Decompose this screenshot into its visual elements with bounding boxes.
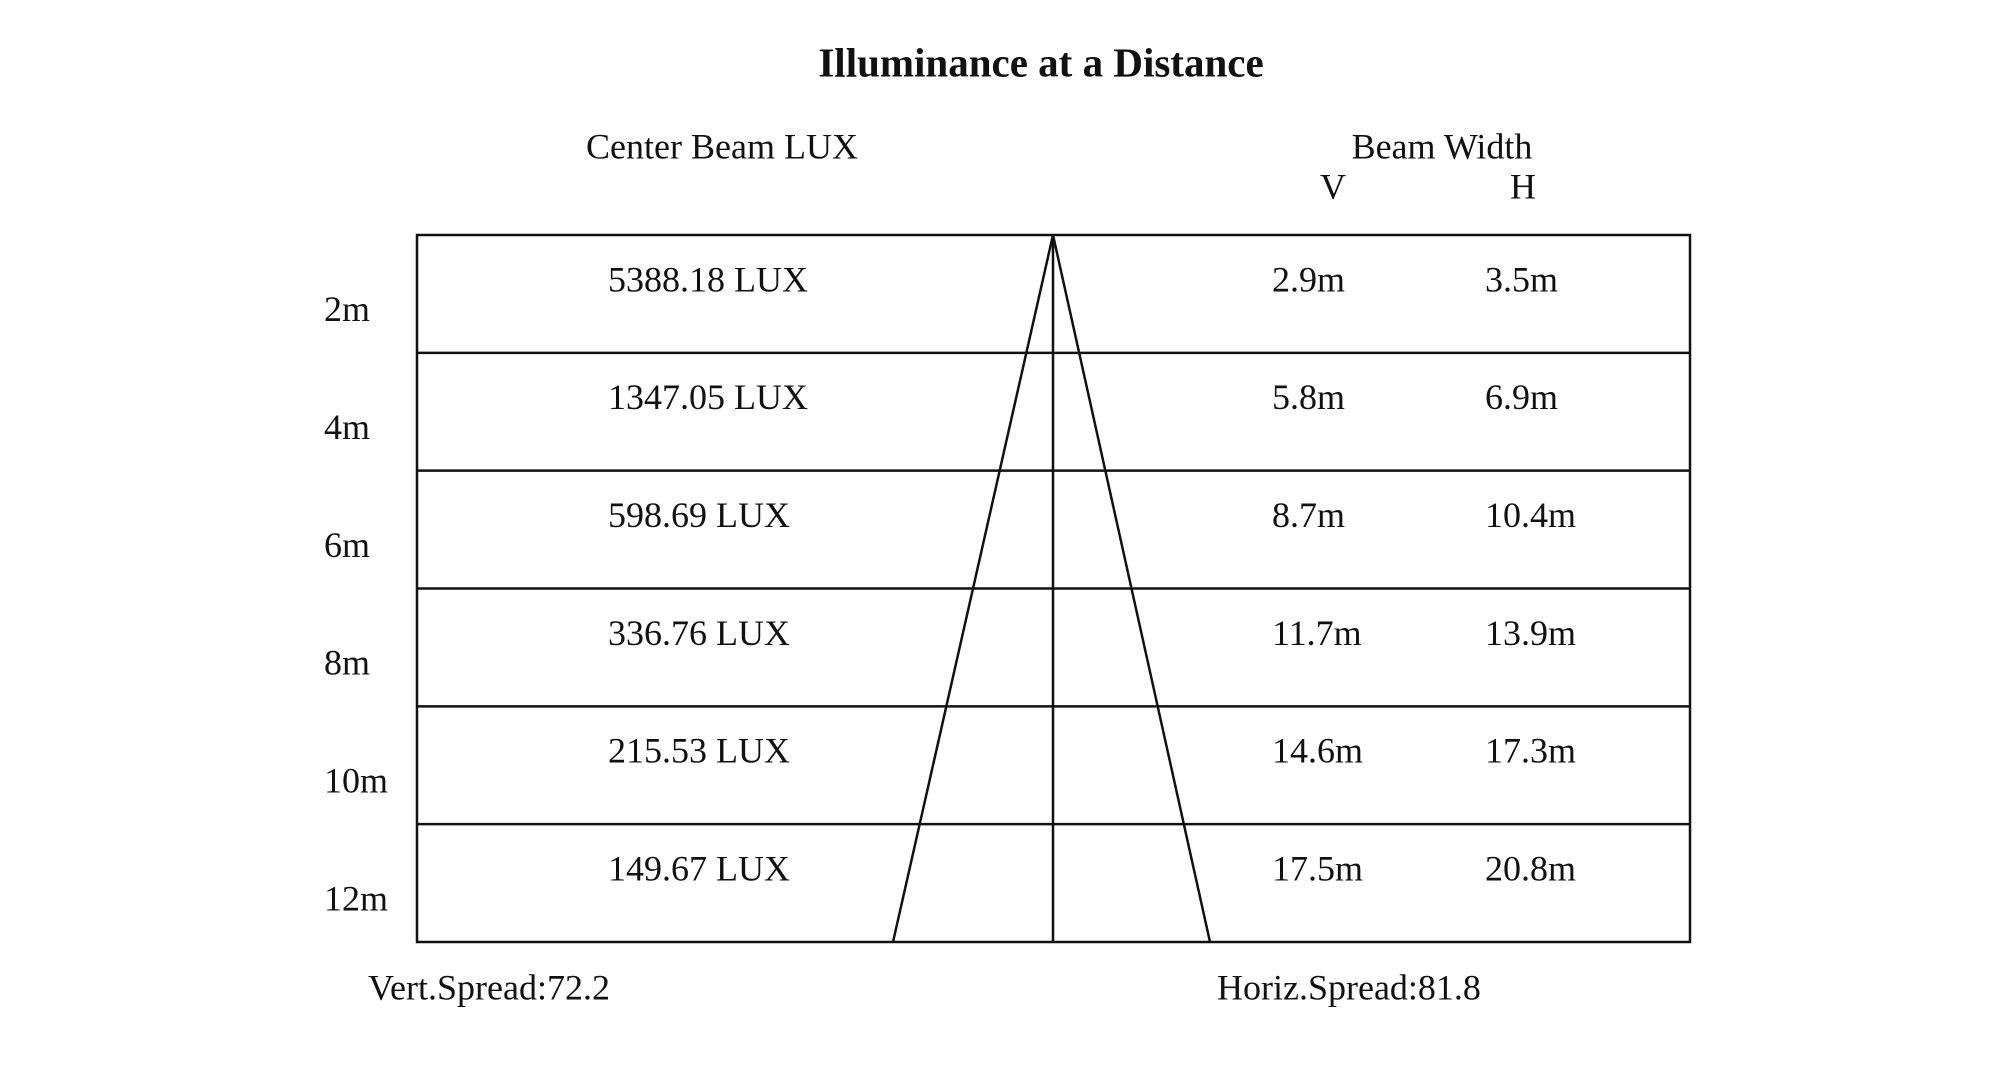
h-width: 13.9m	[1485, 613, 1576, 653]
h-width: 3.5m	[1485, 259, 1558, 299]
h-width: 6.9m	[1485, 377, 1558, 417]
v-width: 5.8m	[1272, 377, 1345, 417]
distance: 2m	[324, 289, 370, 329]
lux-value: 5388.18 LUX	[608, 259, 808, 299]
v-width: 2.9m	[1272, 259, 1345, 299]
distance: 4m	[324, 407, 370, 447]
v-width: 17.5m	[1272, 848, 1363, 888]
v-width: 14.6m	[1272, 731, 1363, 771]
lux-value: 598.69 LUX	[608, 495, 790, 535]
lux-value: 336.76 LUX	[608, 613, 790, 653]
lux-header: Center Beam LUX	[586, 126, 858, 166]
beam-width-header: Beam Width	[1352, 126, 1533, 166]
title: Illuminance at a Distance	[818, 39, 1263, 85]
h-width: 10.4m	[1485, 495, 1576, 535]
h-width: 17.3m	[1485, 731, 1576, 771]
distance: 12m	[324, 878, 388, 918]
horiz-spread: Horiz.Spread:81.8	[1217, 967, 1481, 1007]
v-width: 8.7m	[1272, 495, 1345, 535]
v-header: V	[1320, 166, 1346, 206]
lux-value: 149.67 LUX	[608, 848, 790, 888]
lux-value: 215.53 LUX	[608, 731, 790, 771]
lux-value: 1347.05 LUX	[608, 377, 808, 417]
v-width: 11.7m	[1272, 613, 1362, 653]
distance: 10m	[324, 760, 388, 800]
distance: 8m	[324, 643, 370, 683]
distance: 6m	[324, 525, 370, 565]
h-width: 20.8m	[1485, 848, 1576, 888]
vert-spread: Vert.Spread:72.2	[368, 967, 610, 1007]
h-header: H	[1510, 166, 1536, 206]
